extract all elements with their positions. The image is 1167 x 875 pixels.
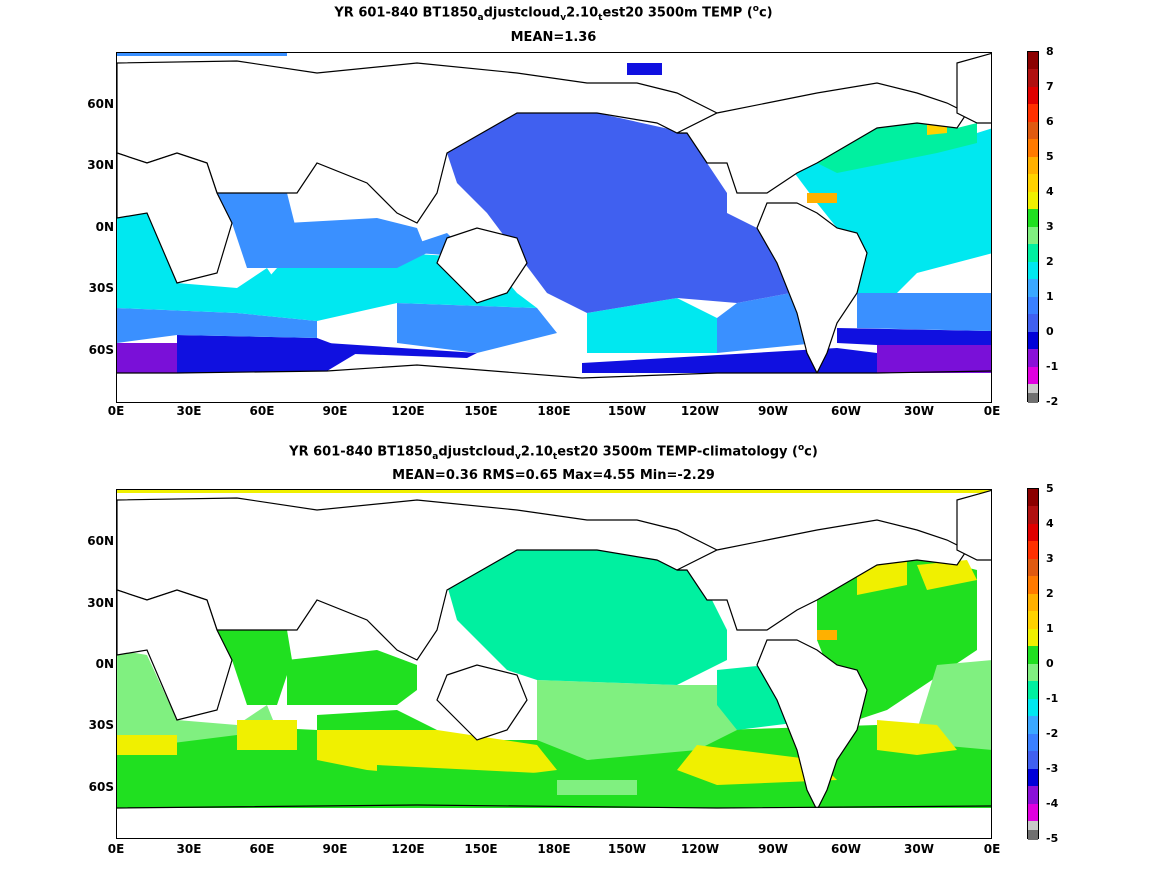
title-unit: c) [758, 5, 773, 21]
colorbar-label: -2 [1046, 727, 1059, 740]
title-subscript: v [560, 12, 567, 23]
title-text: 2.10 [520, 444, 553, 460]
lon-tick: 120E [391, 842, 425, 856]
title-subscript: t [552, 451, 558, 462]
lon-tick: 90W [758, 404, 788, 418]
title-subscript: a [477, 12, 484, 23]
lat-tick: 60N [87, 97, 114, 111]
lon-tick: 60W [831, 404, 861, 418]
title-subscript: v [514, 451, 521, 462]
lat-tick: 30N [87, 596, 114, 610]
colorbar-label: 3 [1046, 552, 1054, 565]
title-text: YR 601-840 BT1850 [289, 444, 433, 460]
lon-tick: 0E [107, 842, 125, 856]
title-superscript: o [797, 443, 805, 453]
colorbar-label: 0 [1046, 657, 1054, 670]
lat-tick: 60S [88, 780, 114, 794]
colorbar-label: -3 [1046, 762, 1059, 775]
lon-tick: 150E [464, 404, 498, 418]
map-subtitle-bottom: MEAN=0.36 RMS=0.65 Max=4.55 Min=-2.29 [392, 468, 715, 483]
lon-tick: 0E [983, 404, 1001, 418]
title-text: est20 3500m TEMP ( [602, 5, 753, 21]
colorbar-label: 8 [1046, 45, 1054, 58]
lat-tick: 0N [95, 657, 114, 671]
colorbar-label: 4 [1046, 517, 1054, 530]
lon-tick: 60W [831, 842, 861, 856]
map-title-top: YR 601-840 BT1850adjustcloudv2.10test20 … [116, 4, 991, 23]
lon-tick: 120W [680, 842, 720, 856]
map-title-bottom: YR 601-840 BT1850adjustcloudv2.10test20 … [116, 443, 991, 462]
lon-tick: 30W [904, 842, 934, 856]
colorbar-label: 4 [1046, 185, 1054, 198]
colorbar-label: 2 [1046, 587, 1054, 600]
lon-tick: 0E [107, 404, 125, 418]
colorbar-label: -1 [1046, 692, 1059, 705]
colorbar-label: 5 [1046, 150, 1054, 163]
colorbar-label: -1 [1046, 360, 1059, 373]
title-text: est20 3500m TEMP-climatology ( [557, 444, 798, 460]
lon-tick: 30W [904, 404, 934, 418]
lat-tick: 60N [87, 534, 114, 548]
lon-tick: 90E [322, 404, 348, 418]
lon-tick: 0E [983, 842, 1001, 856]
lon-tick: 120E [391, 404, 425, 418]
colorbar-label: 7 [1046, 80, 1054, 93]
title-text: djustcloud [438, 444, 515, 460]
title-unit: c) [804, 444, 818, 460]
lon-tick: 120W [680, 404, 720, 418]
title-superscript: o [752, 4, 759, 14]
lon-tick: 90W [758, 842, 788, 856]
colorbar-label: 6 [1046, 115, 1054, 128]
lat-tick: 30S [88, 718, 114, 732]
lon-tick: 150E [464, 842, 498, 856]
lon-tick: 150W [607, 404, 647, 418]
lon-tick: 60E [249, 842, 275, 856]
lat-tick: 60S [88, 343, 114, 357]
title-subscript: a [432, 451, 439, 462]
colorbar-label: 0 [1046, 325, 1054, 338]
colorbar-label: -4 [1046, 797, 1059, 810]
colorbar-label: 1 [1046, 622, 1054, 635]
lon-tick: 30E [176, 404, 202, 418]
colorbar-top [1027, 51, 1039, 403]
colorbar-label: 5 [1046, 482, 1054, 495]
title-subscript: t [598, 12, 603, 23]
colorbar-label: 1 [1046, 290, 1054, 303]
colorbar-label: 3 [1046, 220, 1054, 233]
colorbar-bottom [1027, 488, 1039, 840]
map-canvas-top [117, 53, 991, 402]
lon-tick: 90E [322, 842, 348, 856]
lat-tick: 0N [95, 220, 114, 234]
title-text: YR 601-840 BT1850 [334, 5, 478, 21]
colorbar-label: -5 [1046, 832, 1059, 845]
lon-tick: 30E [176, 842, 202, 856]
map-subtitle-top: MEAN=1.36 [510, 30, 597, 45]
lat-tick: 30S [88, 281, 114, 295]
map-canvas-bottom [117, 490, 991, 838]
lat-tick: 30N [87, 158, 114, 172]
lon-tick: 150W [607, 842, 647, 856]
lon-tick: 60E [249, 404, 275, 418]
map-plot-bottom [116, 489, 992, 839]
lon-tick: 180E [537, 404, 571, 418]
title-text: 2.10 [566, 5, 599, 21]
colorbar-label: 2 [1046, 255, 1054, 268]
colorbar-label: -2 [1046, 395, 1059, 408]
title-text: djustcloud [483, 5, 561, 21]
lon-tick: 180E [537, 842, 571, 856]
map-plot-top [116, 52, 992, 403]
